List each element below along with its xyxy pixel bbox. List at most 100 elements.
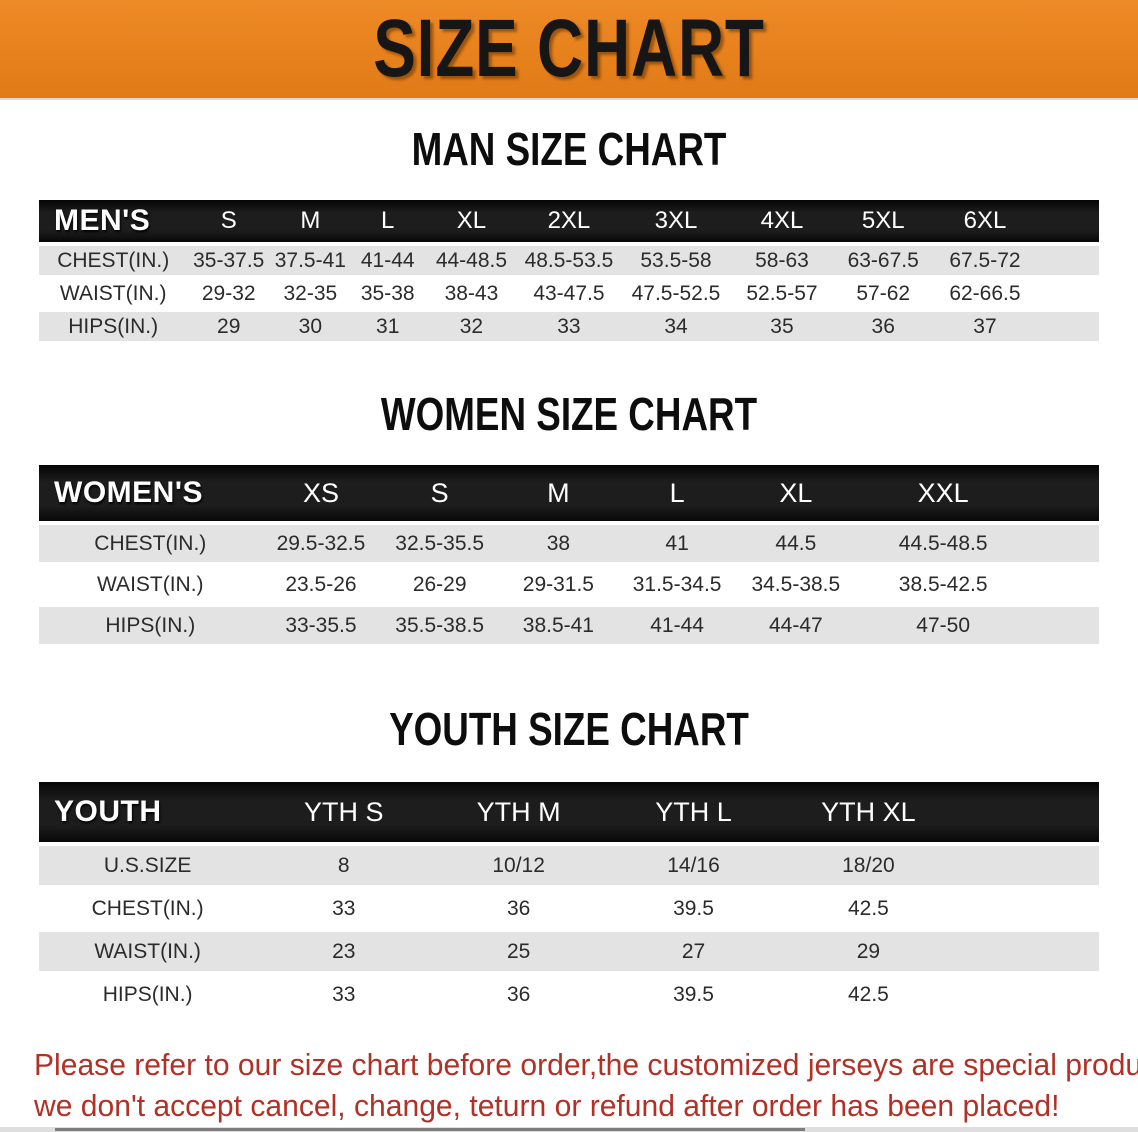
spacer-cell (955, 975, 1099, 1018)
size-value: 18/20 (780, 846, 956, 889)
size-value: 36 (431, 975, 607, 1018)
size-value: 39.5 (606, 889, 781, 932)
column-header-xl: XL (736, 465, 856, 525)
women-section: WOMEN SIZE CHART WOMEN'S XS S M L XL XXL… (0, 391, 1138, 648)
size-value: 29 (780, 932, 956, 975)
men-hips-row: HIPS(IN.) 29 30 31 32 33 34 35 36 37 (39, 312, 1099, 345)
size-value: 44.5-48.5 (855, 525, 1032, 566)
men-chest-row: CHEST(IN.) 35-37.5 37.5-41 41-44 44-48.5… (39, 246, 1099, 279)
column-header-xl: XL (424, 200, 519, 246)
size-value: 41-44 (617, 607, 737, 648)
column-header-3xl: 3XL (619, 200, 733, 246)
size-value: 35-38 (350, 279, 425, 312)
women-waist-row: WAIST(IN.) 23.5-26 26-29 29-31.5 31.5-34… (39, 566, 1099, 607)
row-label: HIPS(IN.) (39, 607, 262, 648)
spacer-cell (1031, 465, 1099, 525)
size-value: 43-47.5 (518, 279, 620, 312)
spacer-cell (1035, 279, 1099, 312)
size-value: 57-62 (831, 279, 935, 312)
size-value: 27 (606, 932, 781, 975)
size-value: 53.5-58 (619, 246, 733, 279)
column-header-m: M (270, 200, 351, 246)
size-value: 32.5-35.5 (380, 525, 500, 566)
spacer-cell (1031, 566, 1099, 607)
size-value: 47.5-52.5 (619, 279, 733, 312)
size-value: 44-47 (736, 607, 856, 648)
size-value: 44-48.5 (424, 246, 519, 279)
column-header-5xl: 5XL (831, 200, 935, 246)
row-label: WAIST(IN.) (39, 932, 257, 975)
size-value: 30 (270, 312, 351, 345)
size-value: 35 (732, 312, 832, 345)
size-value: 58-63 (732, 246, 832, 279)
size-chart-banner: SIZE CHART (0, 0, 1138, 100)
size-value: 38-43 (424, 279, 519, 312)
column-header-s: S (187, 200, 271, 246)
spacer-cell (1035, 200, 1099, 246)
row-label: HIPS(IN.) (39, 975, 257, 1018)
disclaimer-line-2: we don't accept cancel, change, teturn o… (34, 1088, 1060, 1123)
column-header-l: L (617, 465, 737, 525)
size-value: 25 (431, 932, 607, 975)
men-waist-row: WAIST(IN.) 29-32 32-35 35-38 38-43 43-47… (39, 279, 1099, 312)
column-header-l: L (350, 200, 425, 246)
size-value: 38 (499, 525, 618, 566)
size-value: 23.5-26 (261, 566, 381, 607)
size-value: 37 (934, 312, 1036, 345)
youth-waist-row: WAIST(IN.) 23 25 27 29 (39, 932, 1099, 975)
size-value: 39.5 (606, 975, 781, 1018)
column-header-m: M (499, 465, 618, 525)
size-value: 48.5-53.5 (518, 246, 620, 279)
size-value: 29-31.5 (499, 566, 618, 607)
men-section: MAN SIZE CHART MEN'S S M L XL 2XL 3XL 4X… (0, 126, 1138, 345)
column-header-s: S (380, 465, 500, 525)
spacer-cell (1035, 246, 1099, 279)
men-section-title: MAN SIZE CHART (411, 123, 727, 175)
column-header-2xl: 2XL (518, 200, 620, 246)
size-value: 42.5 (780, 975, 956, 1018)
size-value: 10/12 (431, 846, 607, 889)
row-label: WAIST(IN.) (39, 566, 262, 607)
column-header-yth-xl: YTH XL (780, 782, 956, 846)
disclaimer-line-1: Please refer to our size chart before or… (34, 1047, 1138, 1082)
size-value: 44.5 (736, 525, 856, 566)
women-header-label: WOMEN'S (39, 465, 262, 525)
men-header-label: MEN'S (39, 200, 188, 246)
row-label: CHEST(IN.) (39, 889, 257, 932)
spacer-cell (955, 932, 1099, 975)
women-chest-row: CHEST(IN.) 29.5-32.5 32.5-35.5 38 41 44.… (39, 525, 1099, 566)
size-value: 67.5-72 (934, 246, 1036, 279)
size-value: 26-29 (380, 566, 500, 607)
size-value: 29.5-32.5 (261, 525, 381, 566)
women-header-row: WOMEN'S XS S M L XL XXL (39, 465, 1099, 525)
spacer-cell (1031, 525, 1099, 566)
size-value: 31 (350, 312, 425, 345)
size-value: 29 (187, 312, 271, 345)
column-header-xxl: XXL (855, 465, 1032, 525)
women-section-title: WOMEN SIZE CHART (380, 388, 758, 440)
size-value: 14/16 (606, 846, 781, 889)
column-header-yth-m: YTH M (431, 782, 607, 846)
column-header-xs: XS (261, 465, 381, 525)
order-disclaimer: Please refer to our size chart before or… (34, 1044, 1138, 1126)
row-label: U.S.SIZE (39, 846, 257, 889)
size-value: 34.5-38.5 (736, 566, 856, 607)
size-value: 32-35 (270, 279, 351, 312)
spacer-cell (955, 889, 1099, 932)
size-value: 38.5-42.5 (855, 566, 1032, 607)
size-value: 23 (256, 932, 432, 975)
spacer-cell (1035, 312, 1099, 345)
size-value: 37.5-41 (270, 246, 351, 279)
row-label: HIPS(IN.) (39, 312, 188, 345)
size-value: 52.5-57 (732, 279, 832, 312)
size-value: 42.5 (780, 889, 956, 932)
size-value: 33 (256, 975, 432, 1018)
spacer-cell (955, 846, 1099, 889)
men-size-table: MEN'S S M L XL 2XL 3XL 4XL 5XL 6XL CHEST… (39, 200, 1099, 345)
women-size-table: WOMEN'S XS S M L XL XXL CHEST(IN.) 29.5-… (39, 465, 1099, 648)
column-header-6xl: 6XL (934, 200, 1036, 246)
size-value: 35.5-38.5 (380, 607, 500, 648)
size-value: 47-50 (855, 607, 1032, 648)
row-label: CHEST(IN.) (39, 246, 188, 279)
size-value: 41 (617, 525, 737, 566)
